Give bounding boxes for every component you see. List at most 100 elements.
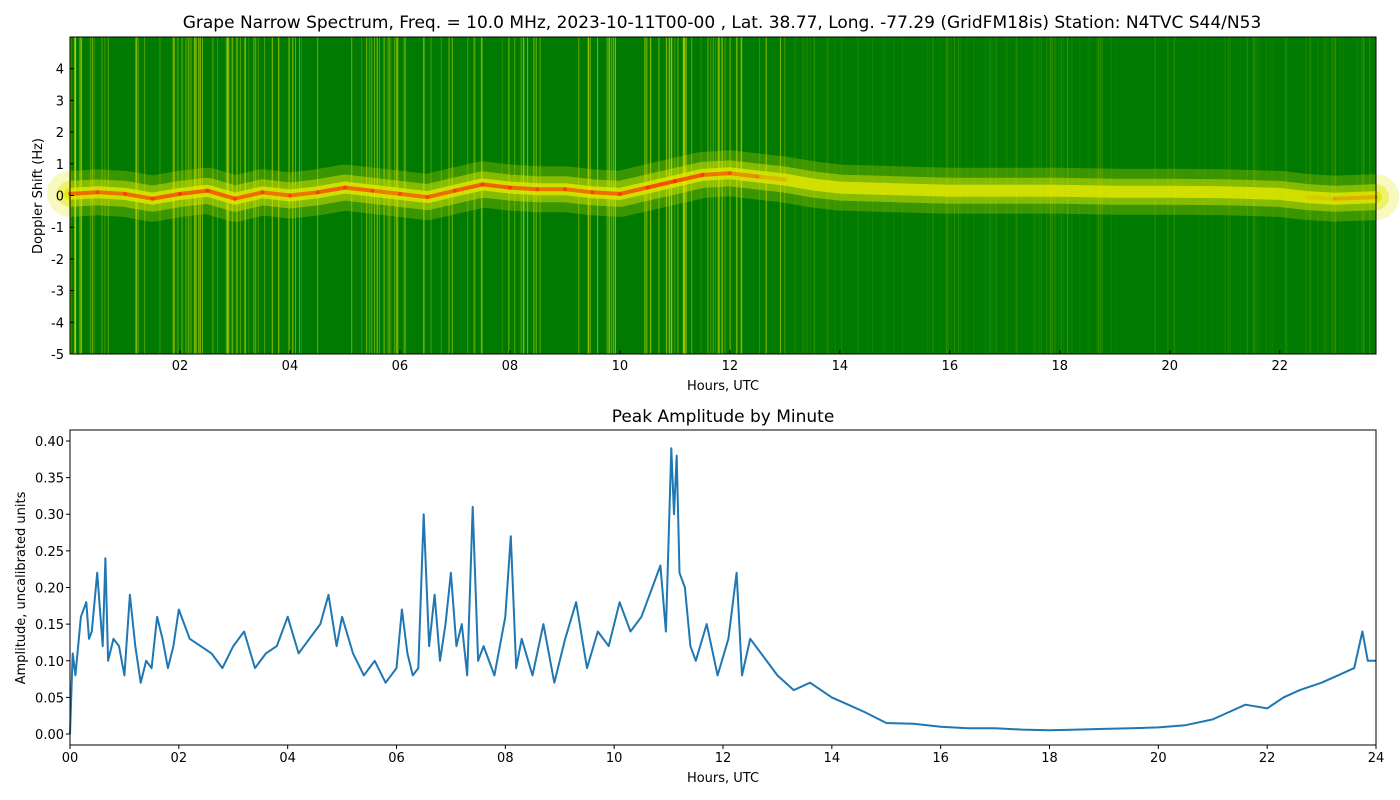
doppler-trace-core [425,188,457,200]
doppler-trace-core [755,174,787,182]
spectrogram-streak [474,37,476,354]
spectrogram-streak [717,37,719,354]
spectrogram-streak [826,37,828,354]
x-tick-label: 24 [1368,751,1385,766]
spectrogram-streak [527,37,529,354]
spectrogram-streak [535,37,537,354]
spectrogram-streak [866,37,868,354]
spectrogram-streak [533,37,535,354]
y-tick-label: 0.05 [35,691,64,706]
doppler-trace-core [645,179,677,190]
doppler-trace-core [1305,195,1337,201]
spectrogram-streak [882,37,884,354]
spectrogram-streak [501,37,503,354]
spectrogram-title: Grape Narrow Spectrum, Freq. = 10.0 MHz,… [183,13,1262,33]
y-tick-label: 3 [56,94,64,109]
spectrogram-streak [735,37,738,354]
amplitude-x-ticks: 00 02 04 06 08 10 12 14 16 18 20 22 24 [62,745,1385,766]
spectrogram-streak [834,37,836,354]
doppler-trace-core [480,182,512,190]
doppler-trace-core [452,182,485,193]
spectrogram-streak [729,37,731,354]
amplitude-y-axis-label: Amplitude, uncalibrated units [14,491,29,684]
x-tick-label: 18 [1052,359,1069,374]
spectrogram-streak [740,37,743,354]
spectrogram-streak [671,37,672,354]
doppler-trace-core [672,172,705,184]
spectrogram-streak [827,37,829,354]
spectrogram-streak [784,37,786,354]
spectrogram-streak [901,37,903,354]
spectrogram-streak [520,37,522,354]
x-tick-label: 16 [942,359,959,374]
spectrogram-streak [514,37,516,354]
spectrogram-streak [700,37,702,354]
spectrogram-streak [779,37,781,354]
doppler-trace-core [1332,195,1378,201]
doppler-trace-core [178,188,210,196]
spectrogram-streak [351,37,353,354]
spectrogram-streak [759,37,760,354]
x-tick-label: 08 [502,359,519,374]
spectrogram-y-axis-label: Doppler Shift (Hz) [31,138,46,254]
y-tick-label: -5 [51,348,64,363]
x-tick-label: 12 [722,359,739,374]
x-tick-label: 02 [171,751,188,766]
y-tick-label: -3 [51,285,64,300]
spectrogram-streak [522,37,525,354]
doppler-trace-core [315,185,347,195]
doppler-trace-core [68,190,100,196]
spectrogram-streak [813,37,815,354]
y-tick-label: 0.40 [35,435,64,450]
spectrogram-streak [710,37,712,354]
y-tick-label: 0.20 [35,582,64,597]
spectrogram-streak [806,37,808,354]
doppler-trace-core [150,191,182,201]
doppler-trace-core [590,190,622,196]
y-tick-label: 0.35 [35,472,64,487]
spectrogram-streak [736,37,738,354]
y-tick-label: 0.15 [35,618,64,633]
x-tick-label: 18 [1041,751,1058,766]
doppler-trace-core [260,190,292,198]
x-tick-label: 06 [388,751,405,766]
spectrogram-streak [715,37,717,354]
x-tick-label: 08 [497,751,514,766]
spectrogram-streak [813,37,815,354]
spectrogram-streak [691,37,693,354]
y-tick-label: 2 [56,126,64,141]
spectrogram-streak [814,37,816,354]
doppler-trace-core [233,190,265,201]
x-tick-label: 10 [606,751,623,766]
spectrogram-streak [467,37,469,354]
doppler-trace-core [123,191,155,201]
y-tick-label: 0 [56,190,64,205]
amplitude-title: Peak Amplitude by Minute [612,407,835,427]
spectrogram-streak [885,37,886,354]
amplitude-plot-area [70,430,1376,745]
x-tick-label: 20 [1150,751,1167,766]
x-tick-label: 20 [1162,359,1179,374]
x-tick-label: 02 [172,359,189,374]
x-tick-label: 06 [392,359,409,374]
spectrogram-streak [649,37,652,354]
spectrogram-streak [645,37,647,354]
spectrogram-streak [721,37,723,354]
y-tick-label: 4 [56,63,64,78]
spectrogram-streak [707,37,708,354]
spectrogram-streak [719,37,721,354]
spectrogram-x-axis-label: Hours, UTC [687,379,759,394]
amplitude-series-line [69,447,1376,735]
spectrogram-doppler-trace [47,150,1399,222]
doppler-trace-core [507,185,540,192]
spectrogram-y-ticks: -5 -4 -3 -2 -1 0 1 2 3 4 [51,63,74,363]
spectrogram-streak [508,37,510,354]
spectrogram-streak [707,37,709,354]
doppler-trace-core [342,185,375,193]
doppler-trace-core [397,191,430,200]
spectrogram-streak [684,37,686,354]
doppler-trace-core [562,187,595,195]
y-tick-label: 0.10 [35,655,64,670]
spectrogram-streak [683,37,685,354]
x-tick-label: 00 [62,751,79,766]
